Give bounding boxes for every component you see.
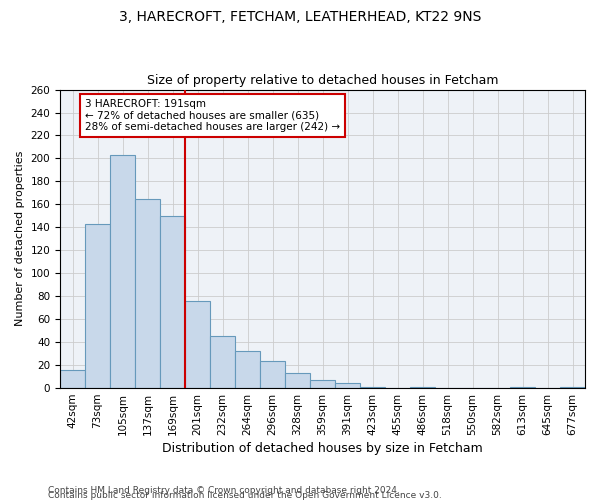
Text: Contains public sector information licensed under the Open Government Licence v3: Contains public sector information licen… xyxy=(48,491,442,500)
Bar xyxy=(560,387,585,388)
Text: Contains HM Land Registry data © Crown copyright and database right 2024.: Contains HM Land Registry data © Crown c… xyxy=(48,486,400,495)
X-axis label: Distribution of detached houses by size in Fetcham: Distribution of detached houses by size … xyxy=(162,442,483,455)
Y-axis label: Number of detached properties: Number of detached properties xyxy=(15,151,25,326)
Bar xyxy=(510,387,535,388)
Bar xyxy=(335,384,360,388)
Bar xyxy=(110,155,135,388)
Text: 3 HARECROFT: 191sqm
← 72% of detached houses are smaller (635)
28% of semi-detac: 3 HARECROFT: 191sqm ← 72% of detached ho… xyxy=(85,98,340,132)
Title: Size of property relative to detached houses in Fetcham: Size of property relative to detached ho… xyxy=(147,74,498,87)
Bar xyxy=(135,198,160,388)
Bar xyxy=(410,387,435,388)
Bar xyxy=(85,224,110,388)
Bar xyxy=(160,216,185,388)
Bar xyxy=(235,352,260,388)
Bar xyxy=(210,336,235,388)
Bar xyxy=(310,380,335,388)
Bar xyxy=(360,387,385,388)
Text: 3, HARECROFT, FETCHAM, LEATHERHEAD, KT22 9NS: 3, HARECROFT, FETCHAM, LEATHERHEAD, KT22… xyxy=(119,10,481,24)
Bar xyxy=(60,370,85,388)
Bar xyxy=(285,373,310,388)
Bar xyxy=(185,301,210,388)
Bar xyxy=(260,360,285,388)
